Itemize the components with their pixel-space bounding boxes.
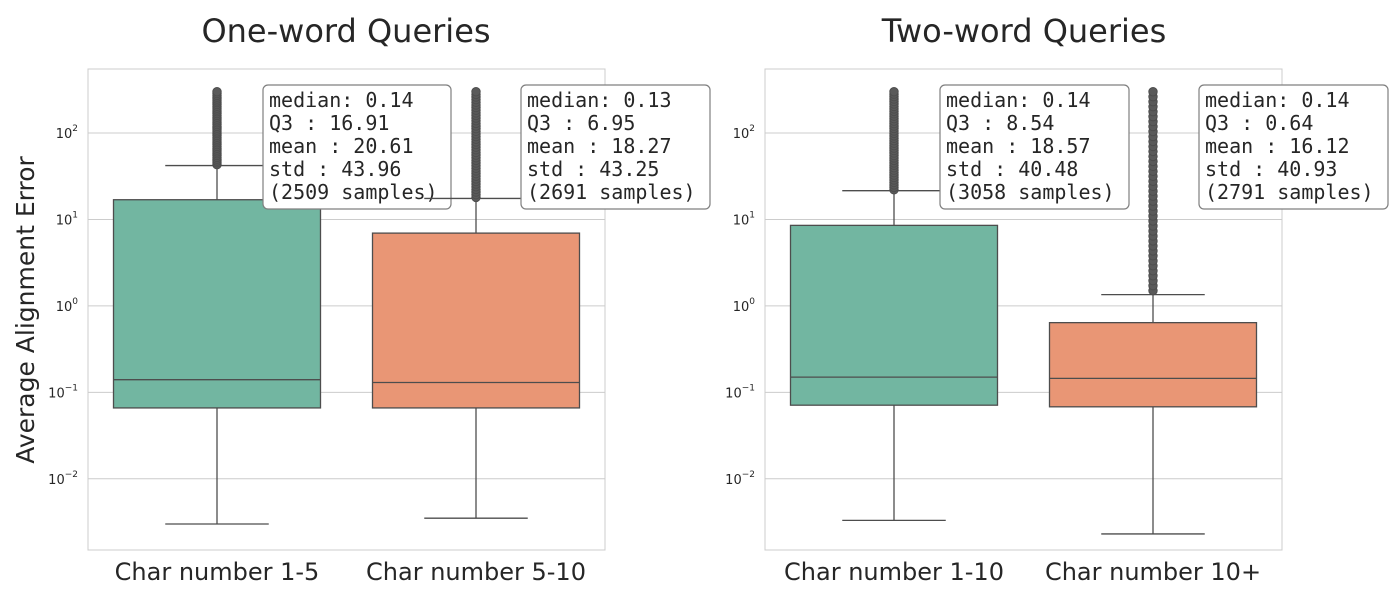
- panels: One-word Queries 102 101 100 10−1 10−2 Char nu…: [48, 12, 1389, 586]
- stats-box: [520, 84, 711, 210]
- x-tick-label: Char number 5-10: [366, 558, 586, 586]
- box-group: [371, 87, 581, 519]
- x-tick-label: Char number 10+: [1045, 558, 1261, 586]
- stats-box: [262, 84, 452, 210]
- chart-title: Two-word Queries: [881, 12, 1167, 50]
- stats-line: median: 0.13: [527, 88, 672, 112]
- box-iqr: [371, 232, 581, 409]
- stats-line: std : 40.93: [1205, 157, 1337, 181]
- chart-title: One-word Queries: [201, 12, 490, 50]
- x-tick-label: Char number 1-10: [784, 558, 1004, 586]
- stats-line: Q3 : 16.91: [269, 111, 389, 135]
- stats-box: [1198, 84, 1389, 210]
- y-tick-label: 10−2: [725, 470, 755, 488]
- outlier-point: [471, 87, 481, 97]
- outlier-point: [212, 87, 222, 97]
- y-axis-label: Average Alignment Error: [11, 155, 40, 463]
- y-tick-label: 102: [56, 124, 78, 142]
- outlier-markers: [1148, 87, 1158, 296]
- stats-line: (3058 samples): [946, 180, 1115, 204]
- outlier-point: [1148, 87, 1158, 97]
- y-tick-label: 102: [733, 124, 755, 142]
- stats-line: (2691 samples): [527, 180, 696, 204]
- y-tick-label: 101: [56, 210, 78, 228]
- stats-line: median: 0.14: [1205, 88, 1350, 112]
- stats-box: [939, 84, 1130, 210]
- plot-frame: [87, 68, 606, 551]
- stats-line: Q3 : 0.64: [1205, 111, 1313, 135]
- stats-line: std : 40.48: [946, 157, 1078, 181]
- stats-line: mean : 18.57: [946, 134, 1091, 158]
- outlier-markers: [889, 87, 899, 195]
- stats-line: (2509 samples): [269, 180, 438, 204]
- stats-line: Q3 : 6.95: [527, 111, 635, 135]
- y-tick-label: 10−2: [48, 470, 78, 488]
- y-tick-label: 10−1: [725, 383, 755, 401]
- stats-line: Q3 : 8.54: [946, 111, 1054, 135]
- box-iqr: [1048, 321, 1258, 408]
- stats-line: std : 43.96: [269, 157, 401, 181]
- stats-line: median: 0.14: [269, 88, 414, 112]
- y-tick-label: 100: [56, 297, 79, 315]
- chart-panel-2: Two-word Queries 102 101 100 10−1 10−2 Char nu…: [725, 12, 1389, 586]
- box-iqr: [789, 224, 999, 406]
- outlier-point: [889, 87, 899, 97]
- stats-line: std : 43.25: [527, 157, 659, 181]
- y-tick-label: 101: [733, 210, 755, 228]
- box-group: [1048, 87, 1258, 535]
- outlier-markers: [212, 87, 222, 170]
- stats-line: mean : 16.12: [1205, 134, 1350, 158]
- y-tick-label: 10−1: [48, 383, 78, 401]
- outlier-markers: [471, 87, 481, 203]
- stats-line: mean : 20.61: [269, 134, 414, 158]
- stats-line: median: 0.14: [946, 88, 1091, 112]
- x-tick-label: Char number 1-5: [115, 558, 320, 586]
- plot-frame: [764, 68, 1283, 551]
- chart-panel-1: One-word Queries 102 101 100 10−1 10−2 Char nu…: [48, 12, 711, 586]
- stats-line: mean : 18.27: [527, 134, 672, 158]
- stats-line: (2791 samples): [1205, 180, 1374, 204]
- box-group: [789, 87, 999, 522]
- box-group: [112, 87, 322, 525]
- y-tick-label: 100: [733, 297, 756, 315]
- box-iqr: [112, 199, 322, 409]
